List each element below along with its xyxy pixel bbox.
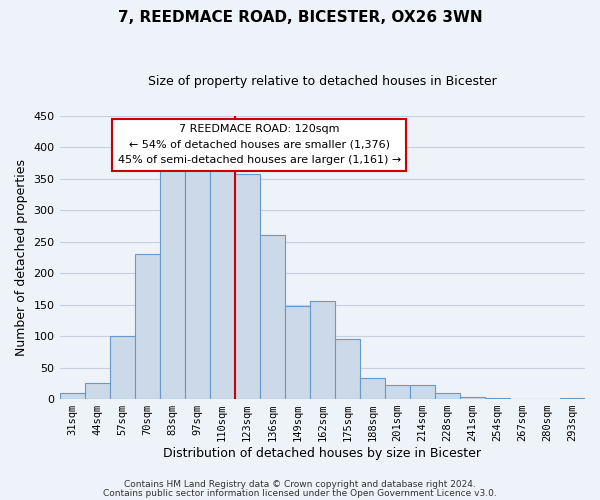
- Text: 7 REEDMACE ROAD: 120sqm
← 54% of detached houses are smaller (1,376)
45% of semi: 7 REEDMACE ROAD: 120sqm ← 54% of detache…: [118, 124, 401, 166]
- Bar: [285, 306, 310, 399]
- Bar: [59, 393, 85, 399]
- Bar: [335, 339, 360, 399]
- Bar: [235, 174, 260, 399]
- Title: Size of property relative to detached houses in Bicester: Size of property relative to detached ho…: [148, 75, 497, 88]
- Bar: [185, 166, 209, 399]
- Bar: [485, 398, 510, 399]
- Text: Contains HM Land Registry data © Crown copyright and database right 2024.: Contains HM Land Registry data © Crown c…: [124, 480, 476, 489]
- Bar: [460, 397, 485, 399]
- Bar: [110, 336, 134, 399]
- Bar: [160, 169, 185, 399]
- Y-axis label: Number of detached properties: Number of detached properties: [15, 159, 28, 356]
- Bar: [85, 384, 110, 399]
- Text: Contains public sector information licensed under the Open Government Licence v3: Contains public sector information licen…: [103, 488, 497, 498]
- Bar: [385, 385, 410, 399]
- Bar: [435, 393, 460, 399]
- Bar: [310, 302, 335, 399]
- Bar: [209, 163, 235, 399]
- Bar: [134, 254, 160, 399]
- Bar: [360, 378, 385, 399]
- Bar: [410, 385, 435, 399]
- Text: 7, REEDMACE ROAD, BICESTER, OX26 3WN: 7, REEDMACE ROAD, BICESTER, OX26 3WN: [118, 10, 482, 25]
- Bar: [260, 236, 285, 399]
- Bar: [560, 398, 585, 399]
- X-axis label: Distribution of detached houses by size in Bicester: Distribution of detached houses by size …: [163, 447, 481, 460]
